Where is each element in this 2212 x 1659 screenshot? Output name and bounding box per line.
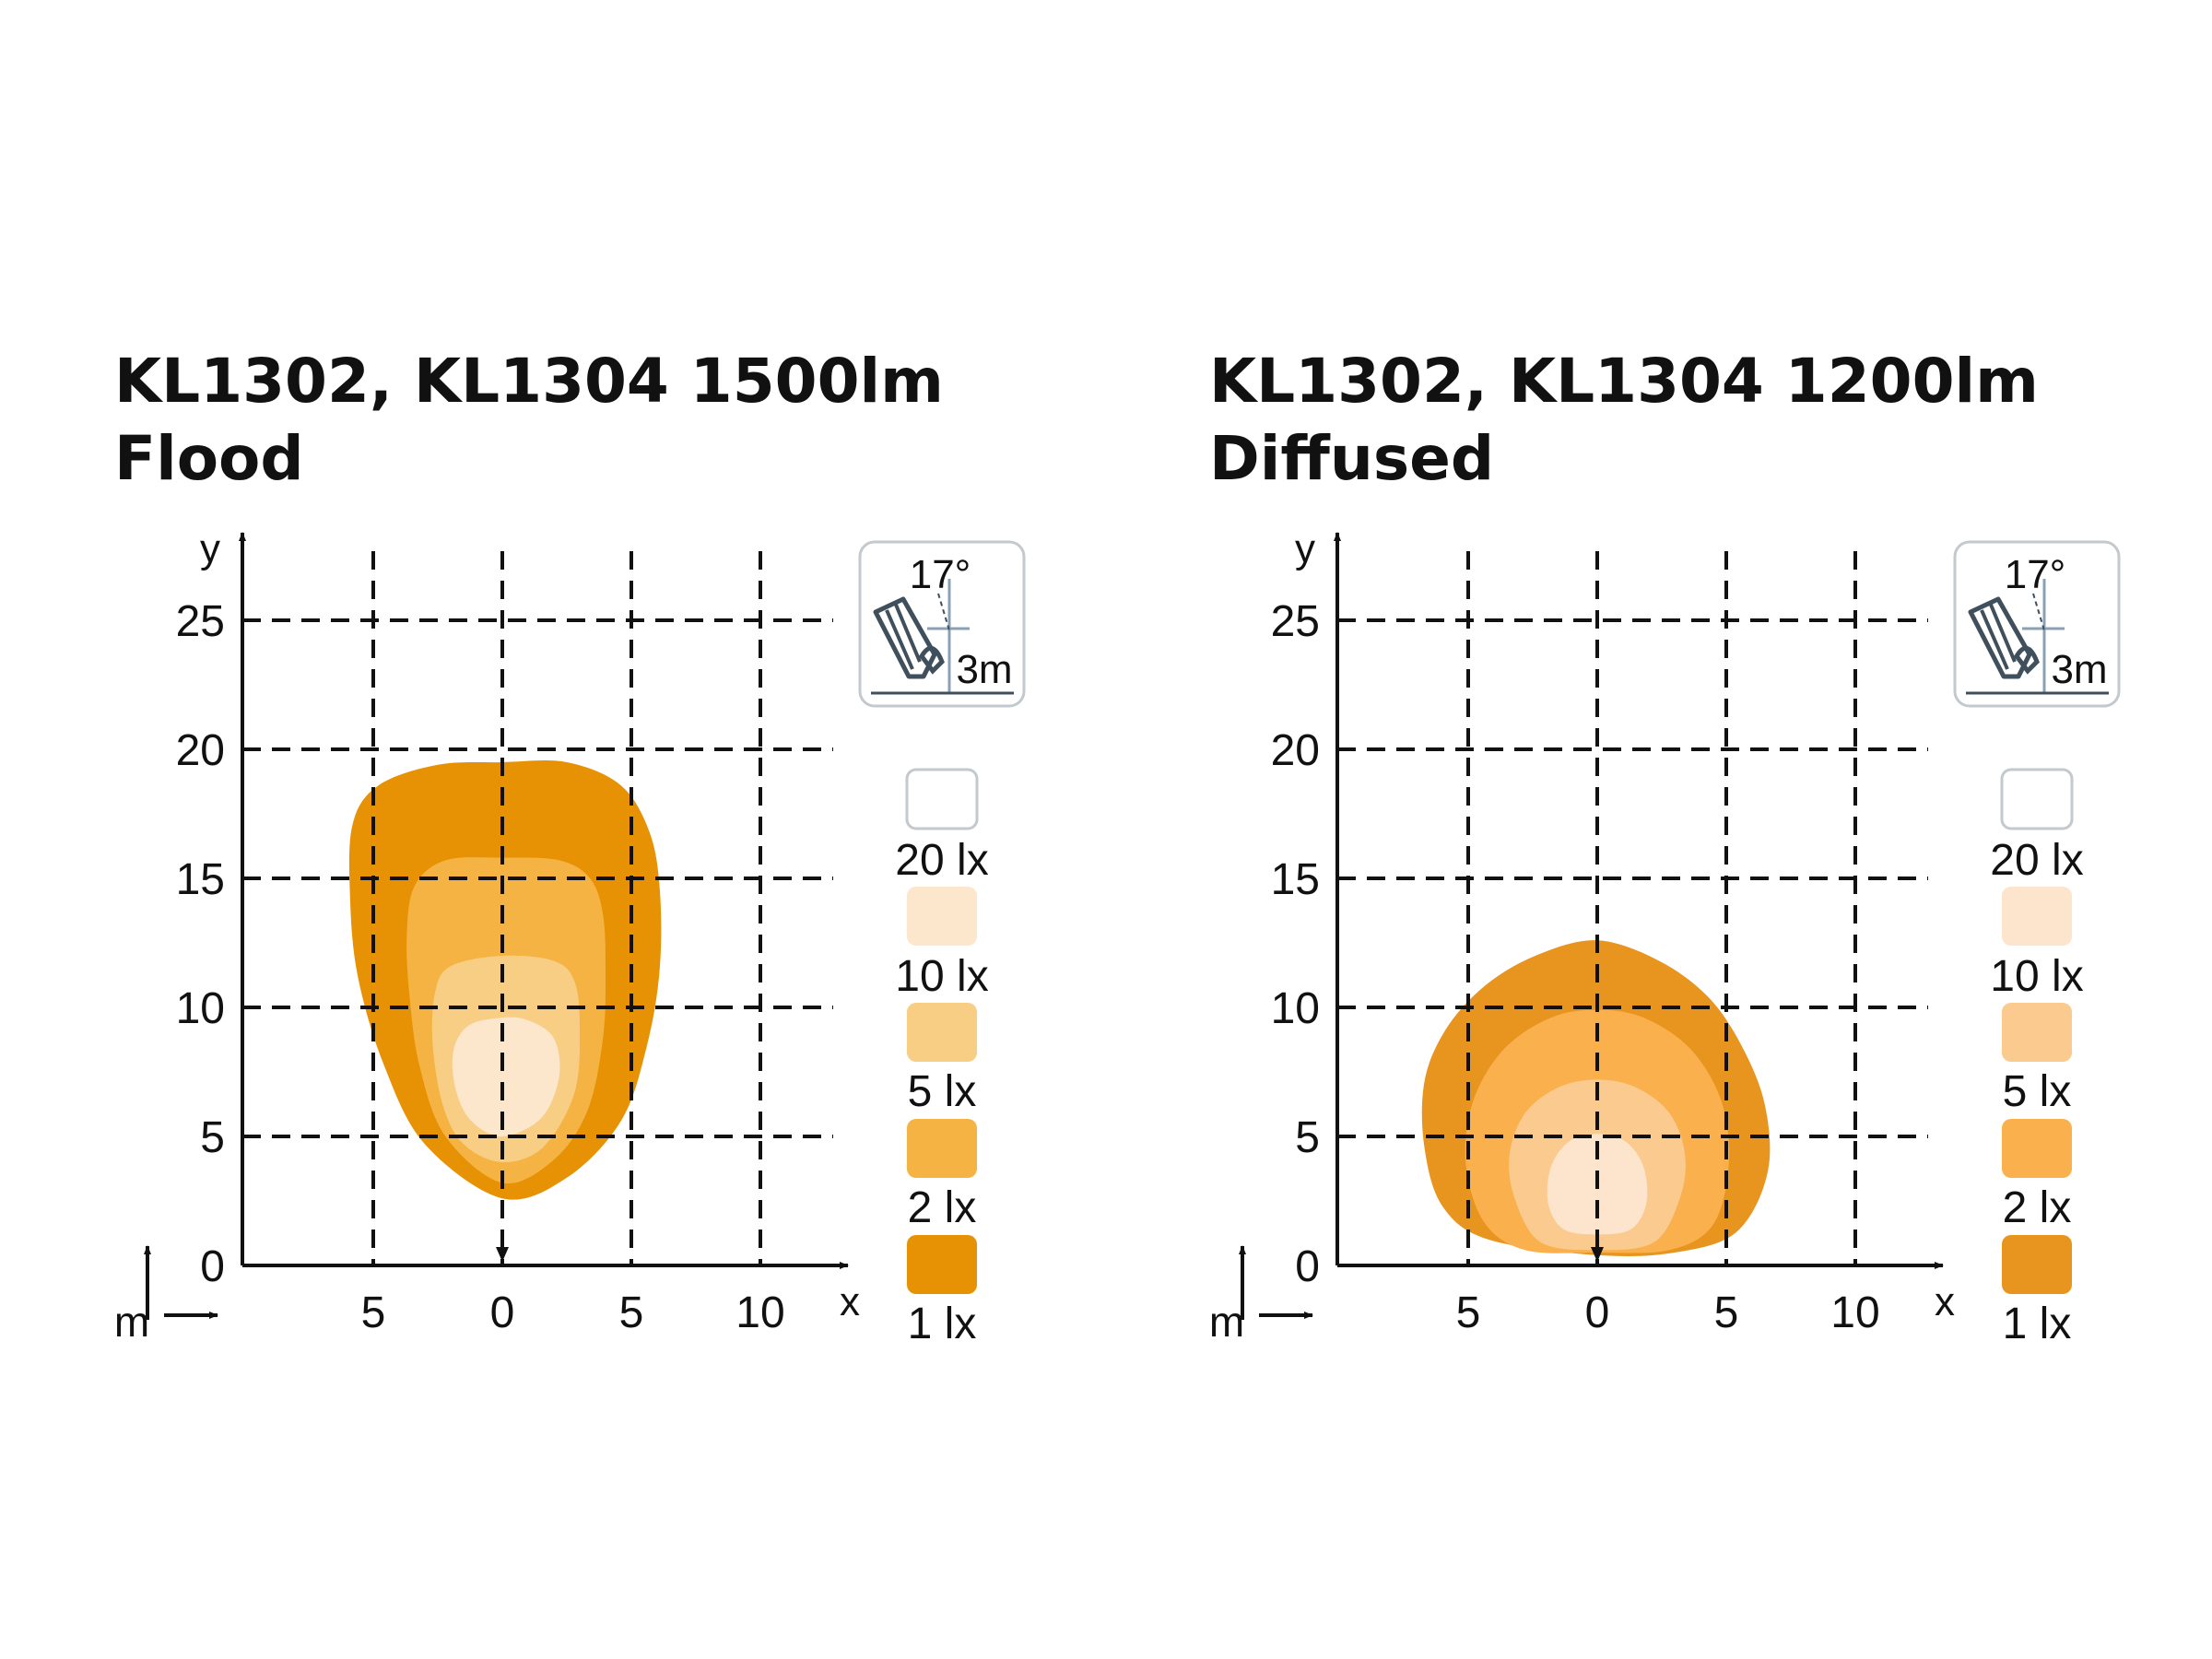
y-tick-label: 10 bbox=[1271, 984, 1320, 1033]
y-tick-label: 15 bbox=[176, 855, 225, 904]
y-tick-label: 5 bbox=[200, 1113, 225, 1162]
x-axis-label: x bbox=[1935, 1279, 1955, 1324]
legend-label: 1 lx bbox=[2003, 1300, 2072, 1348]
y-tick-label: 0 bbox=[200, 1242, 225, 1291]
y-tick-label: 20 bbox=[1271, 726, 1320, 775]
legend-swatch bbox=[907, 887, 977, 946]
y-tick-label: 20 bbox=[176, 726, 225, 775]
y-tick-label: 5 bbox=[1295, 1113, 1320, 1162]
flood-panel: KL1302, KL1304 1500lm Flood 5 0 5 10 0 5 10 15 2… bbox=[114, 343, 1026, 1348]
diffused-panel: KL1302, KL1304 1200lm Diffused 5 0 5 10 0 5 10… bbox=[1095, 0, 2201, 1659]
tilt-angle-label: 17° bbox=[910, 552, 971, 597]
y-tick-label: 15 bbox=[1271, 855, 1320, 904]
light-source-marker bbox=[1591, 1247, 1604, 1262]
legend: 20 lx 10 lx 5 lx 2 lx 1 lx bbox=[895, 768, 989, 1348]
tilt-angle-label: 17° bbox=[2005, 552, 2066, 597]
light-source-marker bbox=[496, 1247, 509, 1262]
y-tick-label: 10 bbox=[176, 984, 225, 1033]
legend-label: 2 lx bbox=[908, 1183, 977, 1232]
legend-label: 5 lx bbox=[908, 1067, 977, 1116]
x-axis-label: x bbox=[840, 1279, 860, 1324]
y-axis-label: y bbox=[200, 526, 220, 571]
grid bbox=[1337, 551, 1928, 1265]
chart-title: KL1302, KL1304 1500lm Flood bbox=[114, 343, 944, 498]
y-axis-label: y bbox=[1295, 526, 1315, 571]
legend-swatch bbox=[2002, 1119, 2072, 1178]
x-tick-label: 10 bbox=[1830, 1288, 1879, 1337]
tilt-guide-line bbox=[937, 593, 950, 631]
tilt-guide-line bbox=[2032, 593, 2045, 631]
unit-label: m bbox=[1209, 1298, 1244, 1346]
x-tick-label: 5 bbox=[619, 1288, 644, 1337]
legend-label: 1 lx bbox=[908, 1300, 977, 1348]
legend-label: 2 lx bbox=[2003, 1183, 2072, 1232]
legend-swatch bbox=[2002, 887, 2072, 946]
legend-swatch bbox=[2002, 1235, 2072, 1294]
legend-label: 10 lx bbox=[895, 952, 988, 1001]
legend-swatch bbox=[907, 1119, 977, 1178]
y-tick-label: 0 bbox=[1295, 1242, 1320, 1291]
x-tick-label: 10 bbox=[735, 1288, 784, 1337]
lamp-mount-icon bbox=[2013, 645, 2040, 675]
isolux-zones bbox=[348, 760, 662, 1200]
mounting-height-label: 3m bbox=[2051, 647, 2107, 692]
unit-label: m bbox=[114, 1298, 149, 1346]
legend: 20 lx 10 lx 5 lx 2 lx 1 lx bbox=[1990, 768, 2084, 1348]
legend-swatch bbox=[2002, 1003, 2072, 1062]
legend-label: 10 lx bbox=[1990, 952, 2083, 1001]
y-tick-label: 25 bbox=[176, 597, 225, 646]
legend-label: 20 lx bbox=[895, 836, 988, 885]
isolux-zones bbox=[1421, 940, 1771, 1257]
chart-title-line: KL1302, KL1304 1200lm bbox=[1209, 346, 2039, 417]
legend-label: 5 lx bbox=[2003, 1067, 2072, 1116]
chart-subtitle: Flood bbox=[114, 423, 304, 494]
grid bbox=[242, 551, 833, 1265]
mounting-icon: 17° 3m bbox=[858, 540, 1026, 708]
isolux-zone-10-lx bbox=[452, 1017, 560, 1137]
legend-swatch bbox=[2000, 768, 2074, 830]
x-tick-label: 5 bbox=[361, 1288, 386, 1337]
legend-label: 20 lx bbox=[1990, 836, 2083, 885]
isolux-chart-diffused: 5 0 5 10 0 5 10 15 20 25 y x m 17° 3m 20 lx 10 lx 5 lx 2 l… bbox=[1209, 526, 2121, 1348]
lamp-mount-icon bbox=[918, 645, 945, 675]
x-tick-label: 5 bbox=[1714, 1288, 1739, 1337]
legend-swatch bbox=[907, 1235, 977, 1294]
x-tick-label: 0 bbox=[1585, 1288, 1610, 1337]
mounting-icon: 17° 3m bbox=[1953, 540, 2121, 708]
isolux-chart-flood: 5 0 5 10 0 5 10 15 20 25 y x m 17° 3m 20 lx 10 lx 5 lx 2 l… bbox=[114, 526, 1026, 1348]
mounting-height-label: 3m bbox=[956, 647, 1012, 692]
legend-swatch bbox=[907, 1003, 977, 1062]
chart-title: KL1302, KL1304 1200lm Diffused bbox=[1209, 343, 2039, 498]
y-tick-label: 25 bbox=[1271, 597, 1320, 646]
chart-title-line: KL1302, KL1304 1500lm bbox=[114, 346, 944, 417]
x-tick-label: 0 bbox=[490, 1288, 515, 1337]
chart-subtitle: Diffused bbox=[1209, 423, 1495, 494]
lamp-fins-icon bbox=[1980, 604, 2017, 670]
legend-swatch bbox=[905, 768, 979, 830]
lamp-fins-icon bbox=[885, 604, 922, 670]
x-tick-label: 5 bbox=[1456, 1288, 1481, 1337]
